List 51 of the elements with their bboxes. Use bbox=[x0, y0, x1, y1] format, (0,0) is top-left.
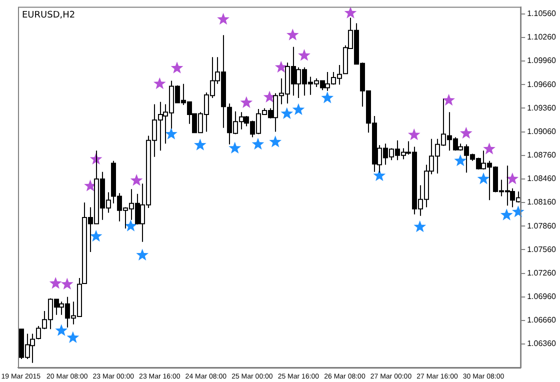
point bbox=[252, 138, 264, 150]
point bbox=[170, 62, 184, 74]
point bbox=[274, 60, 288, 73]
point bbox=[269, 136, 282, 148]
point bbox=[228, 142, 242, 154]
y-tick-label: 1.09360 bbox=[527, 103, 557, 112]
point bbox=[130, 174, 143, 186]
point bbox=[49, 276, 62, 289]
y-tick-label: 1.10560 bbox=[527, 9, 557, 18]
y-tick-label: 1.08460 bbox=[527, 174, 557, 184]
point bbox=[483, 142, 496, 154]
point bbox=[442, 94, 455, 106]
point bbox=[240, 96, 253, 108]
point bbox=[280, 107, 294, 119]
y-tick-label: 1.08160 bbox=[527, 198, 557, 207]
point bbox=[286, 28, 299, 40]
y-tick-label: 1.10260 bbox=[527, 32, 557, 42]
point bbox=[165, 128, 178, 140]
point bbox=[414, 220, 426, 232]
point bbox=[506, 172, 519, 184]
y-tick-label: 1.09960 bbox=[527, 56, 557, 66]
point bbox=[124, 220, 137, 232]
point bbox=[217, 12, 230, 25]
point bbox=[373, 169, 386, 182]
y-tick-label: 1.07860 bbox=[527, 221, 557, 230]
point bbox=[153, 77, 166, 90]
point bbox=[292, 103, 305, 116]
y-tick-label: 1.06960 bbox=[527, 292, 557, 302]
chart-title: EURUSD,H2 bbox=[22, 10, 76, 21]
y-tick-label: 1.09660 bbox=[527, 80, 557, 89]
point bbox=[477, 172, 490, 184]
point bbox=[454, 154, 467, 166]
point bbox=[500, 208, 513, 220]
point bbox=[298, 49, 310, 61]
y-tick-label: 1.06360 bbox=[527, 339, 557, 348]
point bbox=[344, 6, 357, 18]
point bbox=[55, 324, 68, 336]
point bbox=[60, 278, 74, 290]
y-tick-label: 1.06660 bbox=[527, 316, 557, 325]
point bbox=[460, 126, 472, 139]
point bbox=[321, 91, 334, 104]
y-tick-label: 1.08760 bbox=[527, 150, 557, 160]
y-tick-label: 1.09060 bbox=[527, 126, 557, 136]
y-tick-label: 1.07260 bbox=[527, 268, 557, 278]
point bbox=[194, 138, 206, 150]
point bbox=[136, 248, 149, 260]
y-tick-label: 1.07560 bbox=[527, 244, 557, 254]
point bbox=[408, 128, 420, 140]
point bbox=[90, 230, 102, 242]
point bbox=[263, 90, 276, 102]
point bbox=[66, 331, 80, 343]
